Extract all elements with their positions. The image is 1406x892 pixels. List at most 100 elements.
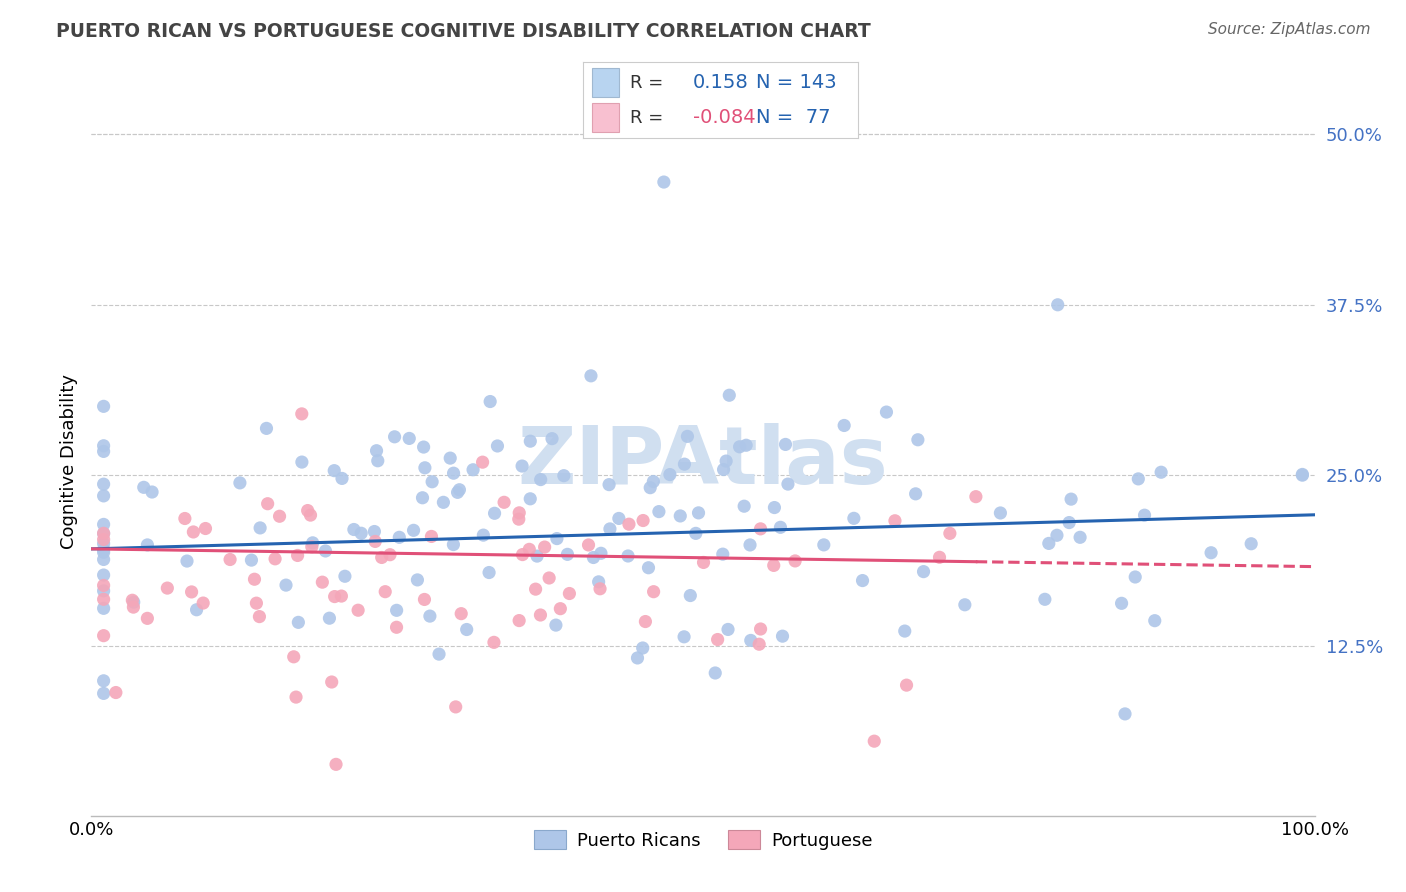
FancyBboxPatch shape [592,68,619,96]
Point [311,575,333,590]
Point [366,443,388,458]
Point [193,596,215,610]
Point [136,538,159,552]
Point [398,432,420,446]
Point [486,439,509,453]
Point [444,699,467,714]
Point [748,637,770,651]
Point [813,538,835,552]
Point [439,451,461,466]
Point [245,596,267,610]
Point [93,629,115,643]
Point [1199,546,1222,560]
Point [484,506,506,520]
Point [912,565,935,579]
Point [385,603,408,617]
Point [769,520,792,534]
Point [104,685,127,699]
Point [374,584,396,599]
Point [378,548,401,562]
Point [1240,537,1263,551]
Point [704,665,727,680]
Point [264,551,287,566]
Point [93,578,115,592]
Point [875,405,897,419]
Point [579,368,602,383]
Point [93,533,115,547]
Point [321,675,343,690]
Point [186,603,208,617]
Point [156,581,179,595]
Point [297,503,319,517]
Point [599,522,621,536]
Point [692,556,714,570]
Point [842,511,865,525]
Point [472,528,495,542]
Point [93,592,115,607]
Point [965,490,987,504]
Point [762,558,785,573]
Point [93,477,115,491]
Point [301,540,323,554]
Point [456,623,478,637]
Point [928,550,950,565]
Point [728,440,751,454]
Point [550,601,572,615]
Text: -0.084: -0.084 [693,108,756,128]
Text: N = 143: N = 143 [756,73,837,93]
Point [427,647,450,661]
Legend: Puerto Ricans, Portuguese: Puerto Ricans, Portuguese [526,823,880,857]
Point [323,590,346,604]
Point [291,455,314,469]
Point [775,437,797,451]
Point [738,538,761,552]
Point [512,548,534,562]
Point [634,615,657,629]
Point [478,566,501,580]
Point [412,491,434,505]
Point [526,549,548,563]
Point [713,462,735,476]
Point [785,554,807,568]
Point [219,552,242,566]
Point [287,549,309,563]
Point [524,582,547,596]
Point [93,568,115,582]
Point [283,649,305,664]
Point [370,550,392,565]
Point [385,620,408,634]
Point [896,678,918,692]
Point [249,521,271,535]
Point [1123,570,1146,584]
Point [388,530,411,544]
Point [688,506,710,520]
Point [907,433,929,447]
Point [517,542,540,557]
Point [449,483,471,497]
Point [851,574,873,588]
Point [330,589,353,603]
Point [626,651,648,665]
Point [93,542,115,557]
Point [508,506,530,520]
Text: N =  77: N = 77 [756,108,831,128]
Point [173,511,195,525]
Point [643,475,665,489]
Point [508,512,530,526]
Point [446,485,468,500]
Point [733,499,755,513]
Text: R =: R = [630,109,664,127]
Point [529,607,551,622]
Point [93,686,115,700]
Point [711,547,734,561]
Point [735,438,758,452]
Point [93,439,115,453]
Point [717,623,740,637]
Point [471,455,494,469]
Text: R =: R = [630,74,664,92]
Point [256,497,278,511]
Point [482,635,505,649]
Point [194,521,217,535]
Point [553,468,575,483]
Point [638,481,661,495]
